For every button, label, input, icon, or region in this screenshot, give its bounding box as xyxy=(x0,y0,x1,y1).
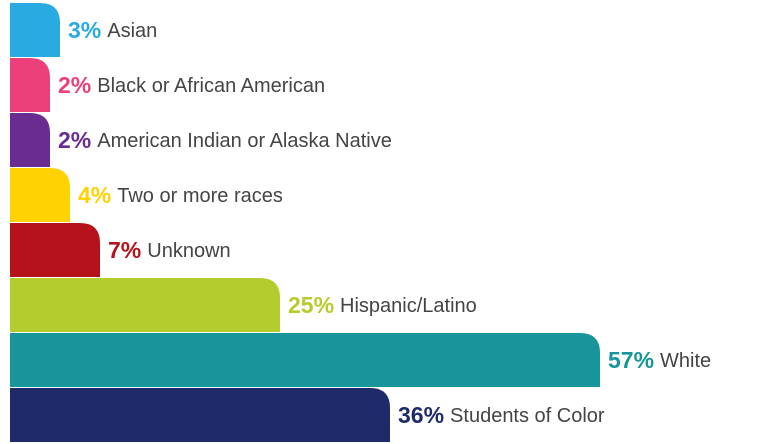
category-label: White xyxy=(660,350,711,372)
category-label: Black or African American xyxy=(97,75,325,97)
category-label: Students of Color xyxy=(450,405,605,427)
value-label: 2% xyxy=(58,72,91,98)
category-label: Asian xyxy=(107,20,157,42)
bar xyxy=(10,58,50,112)
value-label: 57% xyxy=(608,347,654,373)
bar xyxy=(10,168,70,222)
category-label: Two or more races xyxy=(117,185,283,207)
bar-label: 7% Unknown xyxy=(108,237,231,263)
category-label: Hispanic/Latino xyxy=(340,295,477,317)
value-label: 36% xyxy=(398,402,444,428)
bar xyxy=(10,278,280,332)
bar-label: 4% Two or more races xyxy=(78,182,283,208)
bar-label: 57% White xyxy=(608,347,711,373)
bar-label: 3% Asian xyxy=(68,17,157,43)
value-label: 3% xyxy=(68,17,101,43)
bar xyxy=(10,223,100,277)
bar-label: 36% Students of Color xyxy=(398,402,605,428)
category-label: American Indian or Alaska Native xyxy=(97,130,392,152)
value-label: 7% xyxy=(108,237,141,263)
category-label: Unknown xyxy=(147,240,230,262)
value-label: 4% xyxy=(78,182,111,208)
bar-label: 25% Hispanic/Latino xyxy=(288,292,477,318)
bar xyxy=(10,388,390,442)
bar xyxy=(10,113,50,167)
bar xyxy=(10,333,600,387)
value-label: 25% xyxy=(288,292,334,318)
bar xyxy=(10,3,60,57)
value-label: 2% xyxy=(58,127,91,153)
bar-label: 2% Black or African American xyxy=(58,72,325,98)
bar-label: 2% American Indian or Alaska Native xyxy=(58,127,392,153)
